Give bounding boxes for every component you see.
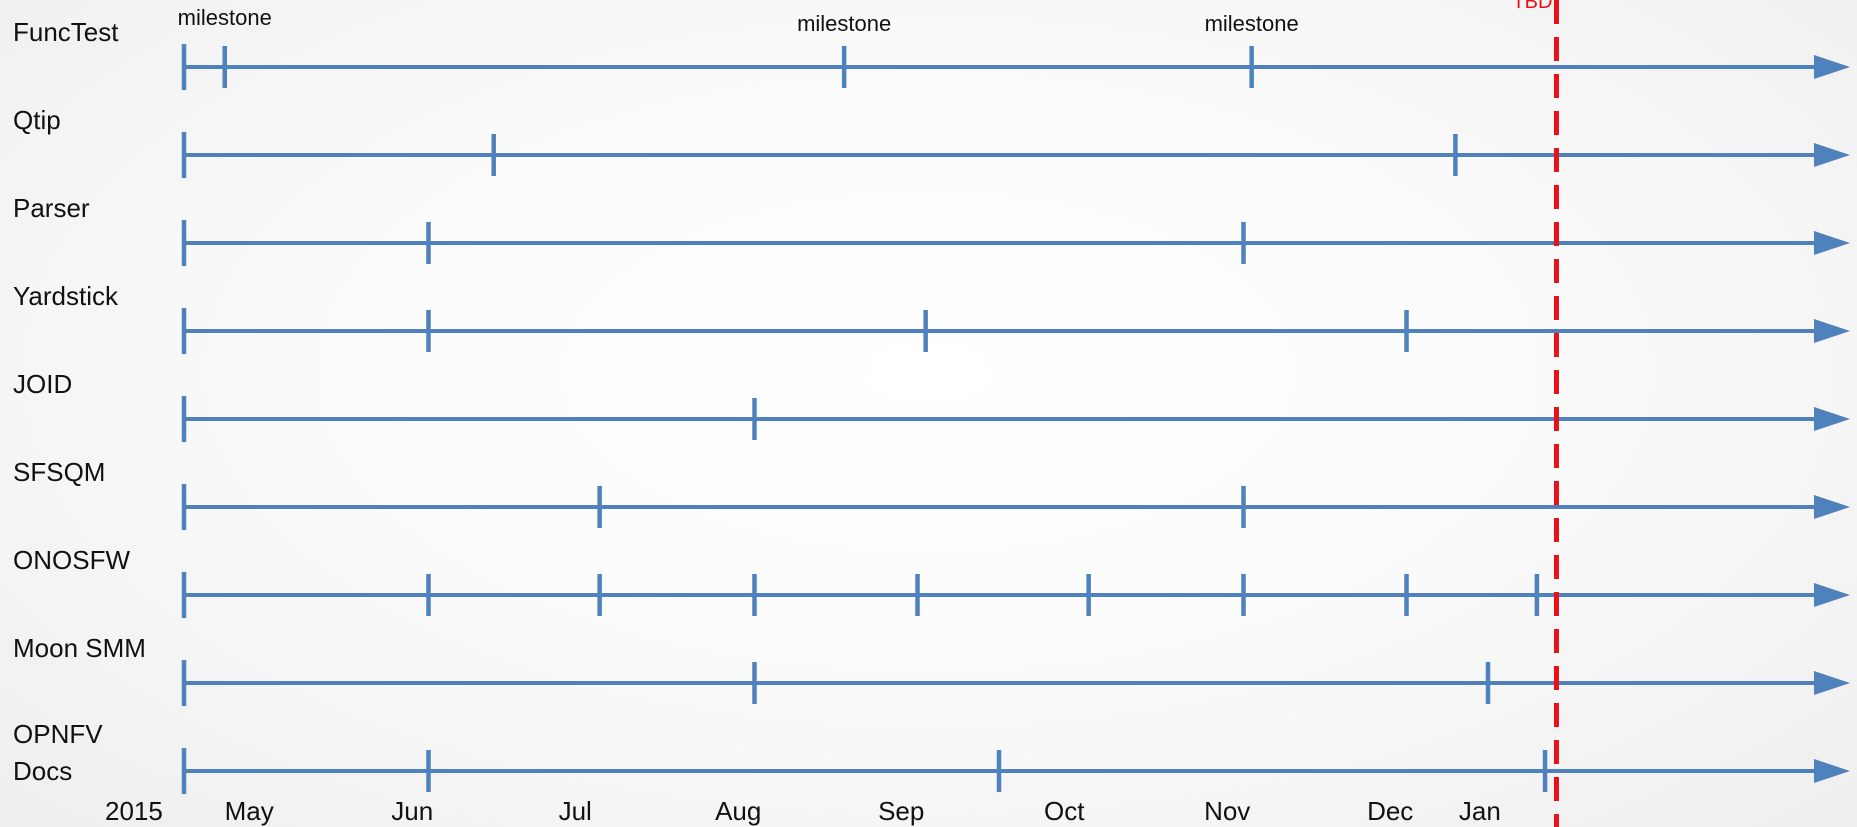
month-label-jun: Jun bbox=[391, 796, 433, 826]
timeline-arrow bbox=[1814, 319, 1850, 343]
milestone-annotation: milestone bbox=[178, 5, 272, 30]
timeline-row-onosfw: ONOSFW bbox=[13, 545, 1850, 618]
timeline-row-functest: FuncTest bbox=[13, 17, 1850, 90]
timeline-arrow bbox=[1814, 671, 1850, 695]
month-label-jul: Jul bbox=[559, 796, 592, 826]
timeline-row-opnfv-docs: OPNFV Docs bbox=[13, 719, 1850, 794]
month-label-jan: Jan bbox=[1459, 796, 1501, 826]
timeline-row-joid: JOID bbox=[13, 369, 1850, 442]
timeline-row-qtip: Qtip bbox=[13, 105, 1850, 178]
timeline-row-yardstick: Yardstick bbox=[13, 281, 1850, 354]
project-label: FuncTest bbox=[13, 17, 119, 47]
project-label: Qtip bbox=[13, 105, 61, 135]
milestone-annotation: milestone bbox=[1205, 11, 1299, 36]
project-label: Parser bbox=[13, 193, 90, 223]
timeline-arrow bbox=[1814, 495, 1850, 519]
month-label-sep: Sep bbox=[878, 796, 924, 826]
project-label: JOID bbox=[13, 369, 72, 399]
timeline-arrow bbox=[1814, 55, 1850, 79]
month-label-nov: Nov bbox=[1204, 796, 1250, 826]
project-label: SFSQM bbox=[13, 457, 105, 487]
month-axis: 2015 May Jun Jul Aug Sep Oct Nov Dec Jan bbox=[105, 796, 1501, 826]
month-label-oct: Oct bbox=[1044, 796, 1085, 826]
project-label: Yardstick bbox=[13, 281, 119, 311]
month-label-dec: Dec bbox=[1367, 796, 1413, 826]
milestone-annotation: milestone bbox=[797, 11, 891, 36]
timeline-arrow bbox=[1814, 407, 1850, 431]
project-label-line: OPNFV bbox=[13, 719, 103, 749]
timeline-row-moon-smm: Moon SMM bbox=[13, 633, 1850, 706]
project-label-line: Docs bbox=[13, 756, 72, 786]
deadline-label: TBD bbox=[1512, 0, 1552, 13]
timeline-arrow bbox=[1814, 143, 1850, 167]
timeline-rows: FuncTest Qtip Parser Yardstick JOID SFSQM ONOS… bbox=[13, 5, 1850, 794]
project-label: ONOSFW bbox=[13, 545, 130, 575]
project-label: Moon SMM bbox=[13, 633, 146, 663]
timeline-arrow bbox=[1814, 759, 1850, 783]
month-label-aug: Aug bbox=[715, 796, 761, 826]
deadline-marker: TBD bbox=[1512, 0, 1559, 827]
timeline-arrow bbox=[1814, 583, 1850, 607]
timeline-row-sfsqm: SFSQM bbox=[13, 457, 1850, 530]
month-label-may: May bbox=[225, 796, 274, 826]
project-label: OPNFV Docs bbox=[13, 719, 103, 786]
timeline-arrow bbox=[1814, 231, 1850, 255]
timeline-row-parser: Parser bbox=[13, 193, 1850, 266]
year-label: 2015 bbox=[105, 796, 163, 826]
